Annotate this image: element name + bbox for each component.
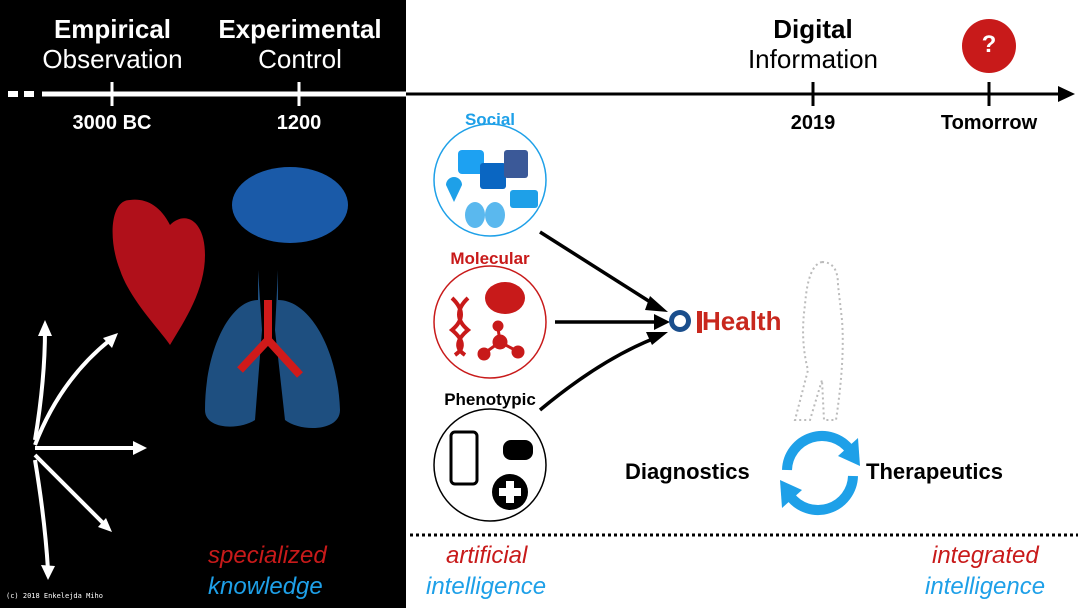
label-phenotypic: Phenotypic bbox=[444, 390, 536, 409]
ascii-person-figure bbox=[793, 260, 844, 421]
smartphone-person-icon bbox=[449, 430, 479, 486]
heart-image bbox=[112, 199, 205, 345]
cycle-icon bbox=[782, 431, 854, 471]
caption-intelligence-integrated: intelligence bbox=[925, 573, 1046, 600]
label-social: Social bbox=[464, 110, 516, 129]
label-diagnostics: Diagnostics bbox=[625, 459, 750, 484]
tick-label-2019: 2019 bbox=[790, 112, 836, 134]
era-experimental: Experimental Control bbox=[218, 14, 382, 74]
twitter-icon bbox=[458, 150, 484, 174]
caption-intelligence-ai: intelligence bbox=[426, 573, 547, 600]
aihealth-logo: Health bbox=[702, 306, 782, 336]
label-therapeutics: Therapeutics bbox=[866, 459, 1003, 484]
linkedin-icon bbox=[480, 163, 506, 189]
timeline-dot bbox=[8, 91, 18, 97]
timeline-arrowhead bbox=[1058, 86, 1075, 102]
future-question-mark: ? bbox=[981, 31, 997, 58]
era-empirical: Empirical Observation bbox=[42, 14, 183, 74]
tick-label-3000bc: 3000 BC bbox=[72, 112, 152, 134]
theater-masks-icon bbox=[465, 202, 485, 228]
phenotypic-circle bbox=[433, 408, 547, 522]
label-molecular: Molecular bbox=[450, 249, 530, 268]
facebook-icon bbox=[504, 150, 528, 178]
tick-label-1200: 1200 bbox=[276, 112, 322, 134]
cell-icon bbox=[485, 282, 525, 314]
caption-specialized: specialized bbox=[208, 542, 327, 569]
timeline-dot bbox=[24, 91, 34, 97]
era-digital: Digital Information bbox=[747, 14, 879, 74]
caption-knowledge: knowledge bbox=[208, 573, 323, 600]
lung-right-image bbox=[275, 270, 340, 429]
social-circle bbox=[433, 123, 547, 237]
tick-label-tomorrow: Tomorrow bbox=[940, 112, 1038, 134]
copyright: (c) 2018 Enkelejda Miho bbox=[6, 592, 103, 600]
dark-panel bbox=[0, 0, 406, 608]
brain-image bbox=[232, 167, 348, 243]
credit-card-icon bbox=[510, 190, 538, 208]
caption-artificial: artificial bbox=[446, 542, 528, 569]
location-pin-icon bbox=[446, 177, 462, 202]
molecular-circle bbox=[433, 265, 547, 379]
question-circle-icon bbox=[962, 19, 1016, 73]
caption-integrated: integrated bbox=[932, 542, 1039, 569]
branching-arrows-icon bbox=[33, 329, 135, 571]
molecule-icon bbox=[477, 320, 525, 361]
burger-icon bbox=[503, 440, 533, 460]
dna-icon bbox=[448, 296, 472, 357]
lung-left-image bbox=[205, 270, 262, 427]
flow-arrows bbox=[538, 230, 656, 412]
